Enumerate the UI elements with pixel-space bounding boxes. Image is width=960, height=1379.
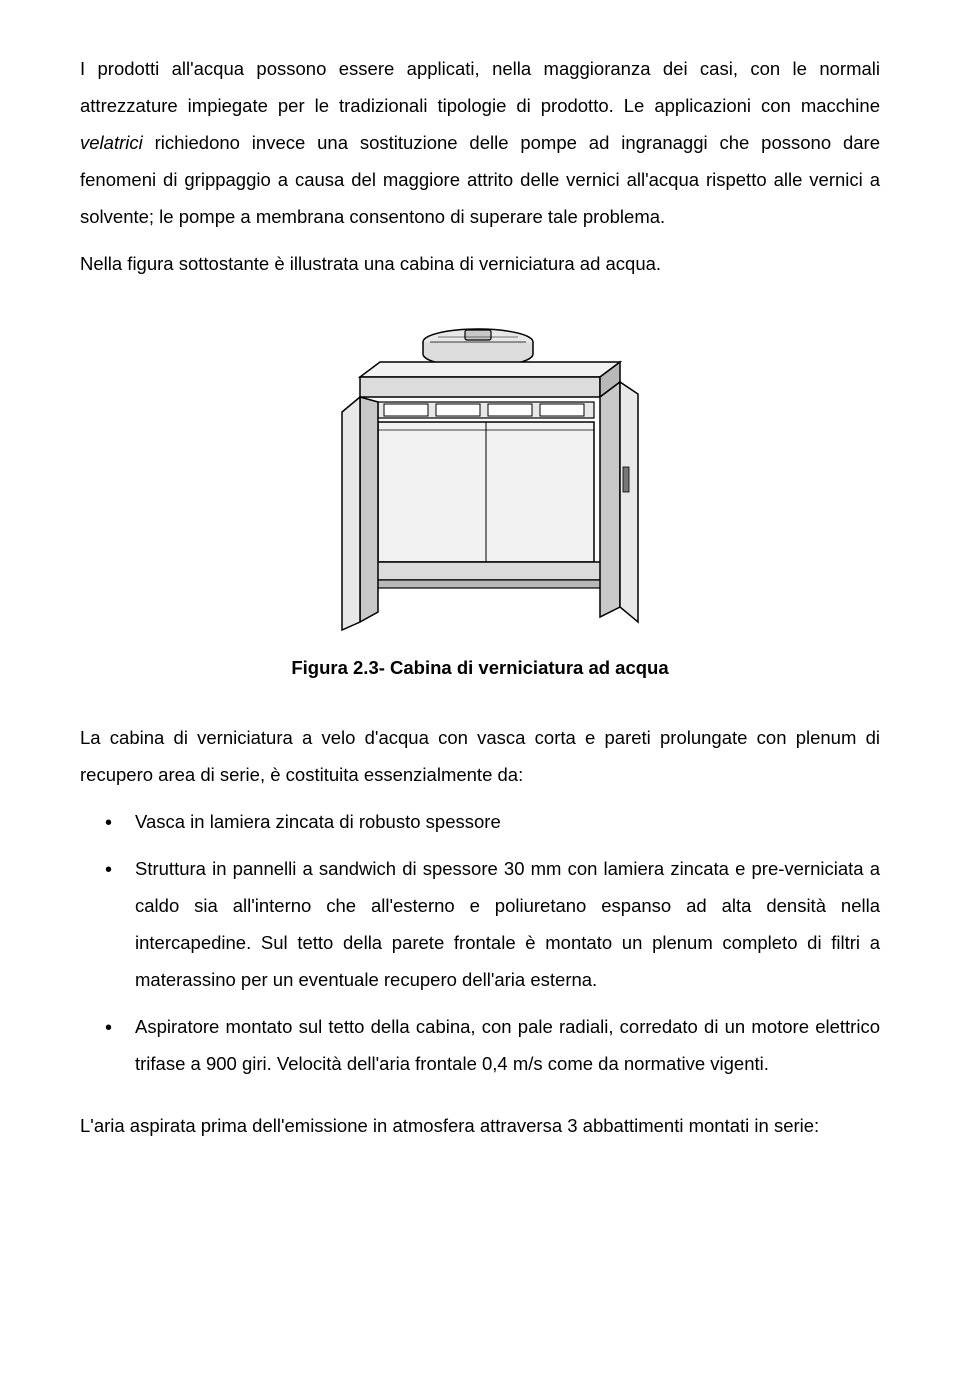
back-panel-icon	[378, 422, 594, 562]
document-page: I prodotti all'acqua possono essere appl…	[0, 0, 960, 1379]
figure-container: Figura 2.3- Cabina di verniciatura ad ac…	[80, 322, 880, 679]
list-item-text: Vasca in lamiera zincata di robusto spes…	[135, 811, 501, 832]
filter-strip-icon	[378, 402, 594, 418]
right-wall-icon	[600, 382, 638, 622]
list-item: Aspiratore montato sul tetto della cabin…	[105, 1008, 880, 1082]
paragraph-2: Nella figura sottostante è illustrata un…	[80, 245, 880, 282]
list-item: Struttura in pannelli a sandwich di spes…	[105, 850, 880, 998]
paragraph-1-text-a: I prodotti all'acqua possono essere appl…	[80, 58, 880, 116]
paragraph-1-text-b: richiedono invece una sostituzione delle…	[80, 132, 880, 227]
left-wall-icon	[342, 397, 378, 630]
paragraph-3: La cabina di verniciatura a velo d'acqua…	[80, 719, 880, 793]
list-item: Vasca in lamiera zincata di robusto spes…	[105, 803, 880, 840]
list-item-text: Aspiratore montato sul tetto della cabin…	[135, 1016, 880, 1074]
paragraph-1: I prodotti all'acqua possono essere appl…	[80, 50, 880, 235]
roof-plenum-icon	[360, 362, 620, 397]
figure-caption: Figura 2.3- Cabina di verniciatura ad ac…	[80, 657, 880, 679]
list-item-text: Struttura in pannelli a sandwich di spes…	[135, 858, 880, 990]
paragraph-1-emph: velatrici	[80, 132, 143, 153]
paragraph-4: L'aria aspirata prima dell'emissione in …	[80, 1107, 880, 1144]
spray-booth-illustration	[300, 322, 660, 632]
bullet-list: Vasca in lamiera zincata di robusto spes…	[80, 803, 880, 1082]
